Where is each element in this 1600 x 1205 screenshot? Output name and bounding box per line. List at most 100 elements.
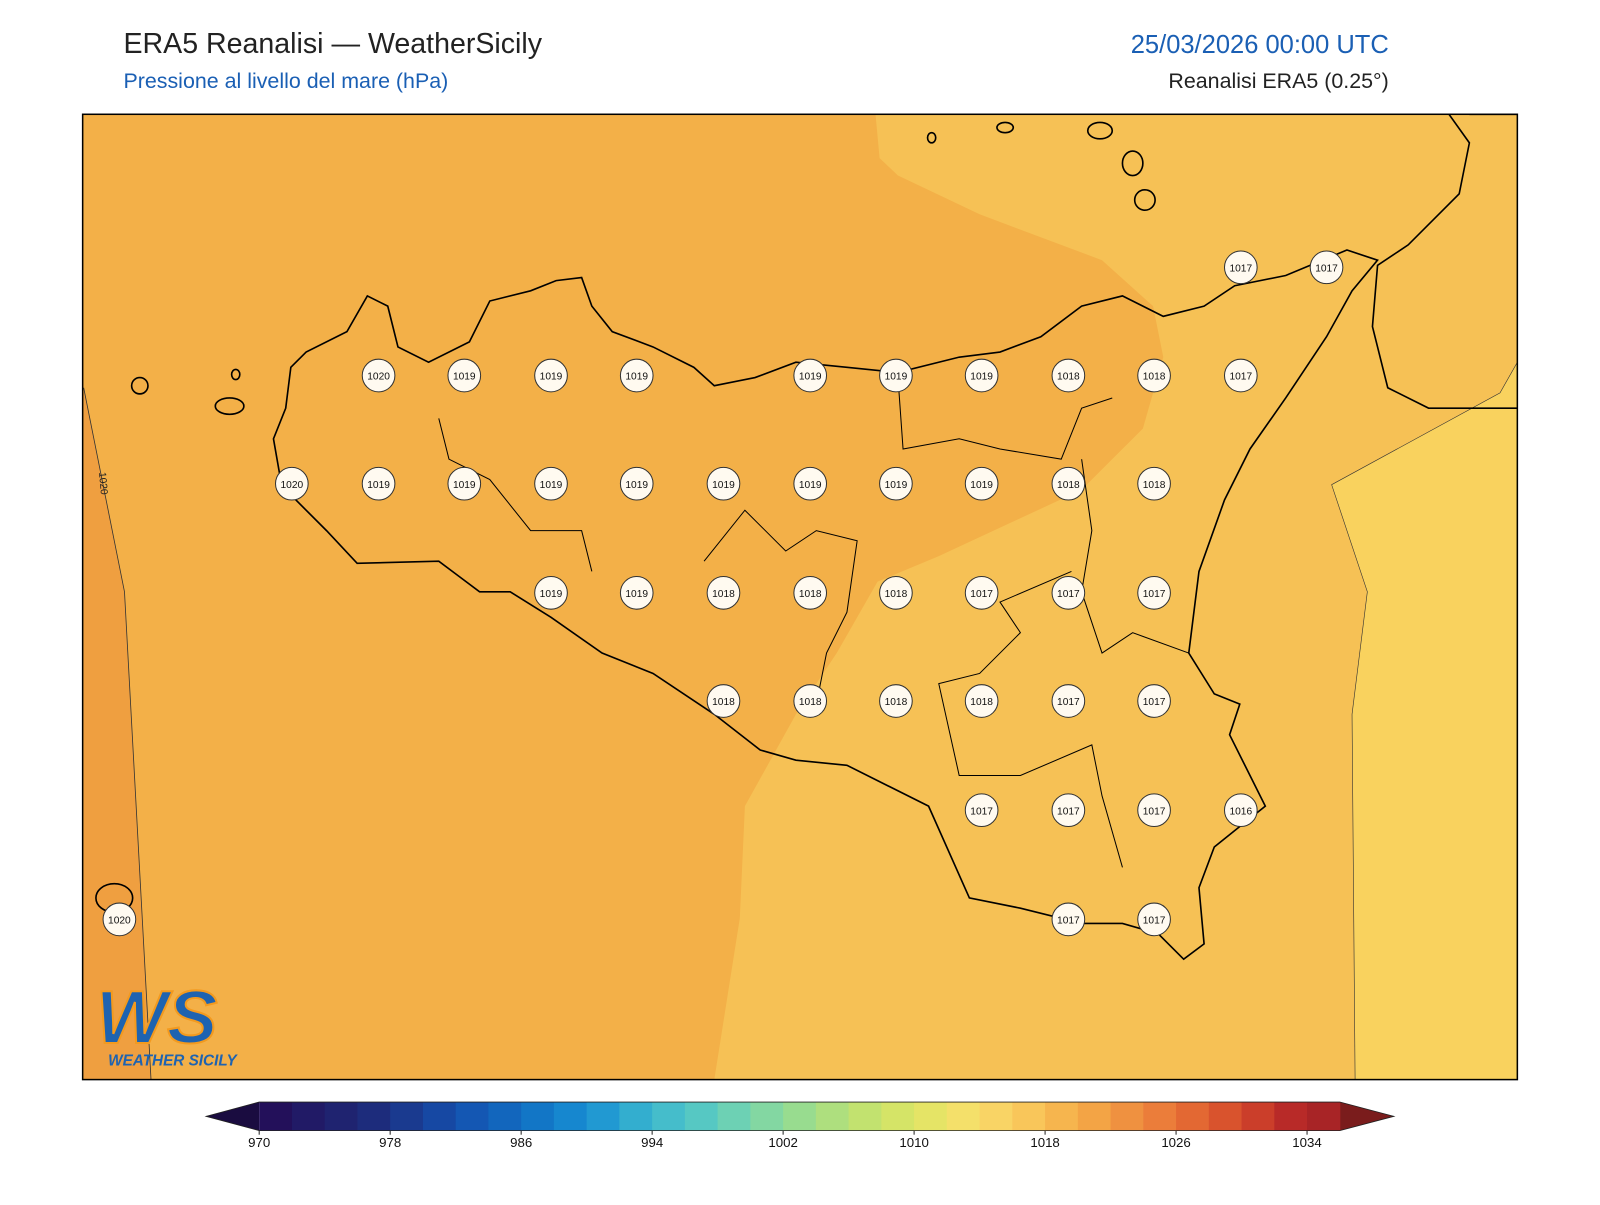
station-marker	[1051, 793, 1086, 828]
station-marker	[793, 466, 828, 501]
contour-line	[83, 387, 152, 1080]
colorbar-segment	[488, 1102, 522, 1131]
colorbar-segment	[717, 1102, 751, 1131]
colorbar-segment	[1241, 1102, 1275, 1131]
station-marker	[879, 576, 913, 610]
colorbar-segment	[1045, 1102, 1079, 1131]
station-value: 1019	[540, 372, 563, 383]
station-value: 1018	[885, 697, 908, 708]
colorbar-outline	[204, 1101, 1396, 1132]
pressure-field	[83, 114, 152, 1080]
colorbar-segment	[324, 1102, 358, 1131]
station-marker	[964, 358, 999, 393]
station-marker	[619, 576, 654, 610]
station-marker	[275, 466, 309, 501]
station-marker	[1137, 466, 1171, 501]
station-value: 1017	[1143, 915, 1166, 926]
station-marker	[1051, 902, 1086, 937]
station-marker	[1309, 250, 1344, 285]
colorbar-segment	[259, 1102, 293, 1131]
colorbar-extend-low	[206, 1102, 260, 1131]
pressure-field	[714, 114, 1518, 1080]
colorbar-segment	[946, 1102, 981, 1131]
station-value: 1017	[1229, 372, 1252, 383]
station-value: 1019	[885, 372, 908, 383]
subtitle: Pressione al livello del mare (hPa)	[123, 69, 448, 93]
colorbar-tick-label: 1018	[1030, 1135, 1059, 1150]
contour-label: 1020	[96, 472, 109, 496]
map: 1020	[82, 114, 1518, 1080]
station-marker	[534, 576, 568, 610]
colorbar-segment	[619, 1102, 653, 1131]
station-marker	[1223, 358, 1258, 393]
colorbar-segment	[291, 1102, 326, 1131]
stations: 1017 1017 1020 1019 1019 1019 1019 1019 1019 1018…	[102, 250, 1344, 937]
colorbar-segment	[684, 1102, 719, 1131]
station-value: 1017	[1143, 806, 1166, 817]
station-value: 1020	[108, 915, 131, 926]
station-value: 1018	[712, 589, 735, 600]
station-value: 1018	[1143, 372, 1166, 383]
colorbar-segment	[881, 1102, 915, 1131]
station-marker	[1137, 576, 1171, 610]
colorbar-tick-label: 986	[510, 1135, 532, 1150]
station-value: 1018	[799, 589, 822, 600]
colorbar-segment	[521, 1102, 555, 1131]
title: ERA5 Reanalisi — WeatherSicily	[123, 28, 542, 60]
station-marker	[534, 358, 568, 393]
colorbar-tick-label: 1026	[1161, 1135, 1190, 1150]
station-value: 1017	[1315, 263, 1338, 274]
colorbar-segment	[750, 1102, 784, 1131]
station-marker	[964, 576, 999, 610]
colorbar-segment	[783, 1102, 817, 1131]
station-marker	[1137, 684, 1171, 718]
station-value: 1019	[453, 372, 476, 383]
colorbar-segment	[914, 1102, 948, 1131]
station-marker	[619, 466, 654, 501]
station-marker	[102, 902, 137, 937]
station-value: 1019	[540, 589, 563, 600]
station-marker	[706, 576, 741, 610]
station-value: 1017	[1057, 697, 1080, 708]
logo: WS WEATHER SICILY	[95, 975, 239, 1069]
station-value: 1016	[1229, 806, 1252, 817]
pressure-field	[1331, 361, 1518, 1080]
colorbar-segment	[1274, 1102, 1308, 1131]
station-value: 1020	[367, 372, 390, 383]
station-value: 1017	[970, 806, 993, 817]
station-value: 1019	[625, 372, 648, 383]
station-marker	[1051, 358, 1086, 393]
station-marker	[879, 466, 913, 501]
colorbar-segment	[586, 1102, 620, 1131]
colorbar-segment	[979, 1102, 1013, 1131]
station-marker	[1137, 793, 1171, 828]
colorbar-tick-label: 1010	[899, 1135, 928, 1150]
station-marker	[1223, 250, 1258, 285]
logo-text: WEATHER SICILY	[108, 1052, 238, 1069]
station-marker	[879, 358, 913, 393]
colorbar-extend-high	[1339, 1102, 1394, 1131]
station-marker	[1137, 902, 1171, 937]
station-value: 1019	[970, 372, 993, 383]
colorbar-tick-label: 994	[641, 1135, 663, 1150]
station-value: 1019	[625, 589, 648, 600]
station-value: 1018	[970, 697, 993, 708]
colorbar-segment	[815, 1102, 850, 1131]
colorbar-segment	[357, 1102, 391, 1131]
station-value: 1017	[970, 589, 993, 600]
logo-mark: WS	[96, 976, 218, 1060]
colorbar-tick-label: 1002	[768, 1135, 797, 1150]
station-marker	[1223, 793, 1258, 828]
colorbar-segment	[553, 1102, 588, 1131]
station-marker	[793, 576, 828, 610]
station-marker	[706, 684, 741, 718]
station-marker	[1051, 466, 1086, 501]
station-marker	[793, 358, 828, 393]
station-value: 1018	[1057, 480, 1080, 491]
station-value: 1018	[712, 697, 735, 708]
station-marker	[879, 684, 913, 718]
station-value: 1017	[1057, 806, 1080, 817]
coastline	[95, 114, 1518, 961]
